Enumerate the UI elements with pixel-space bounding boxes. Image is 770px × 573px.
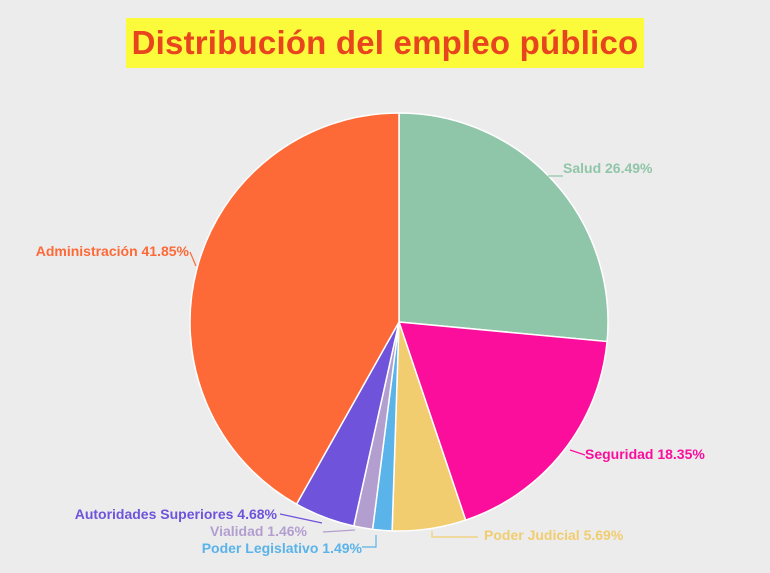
pie-slice-salud — [398, 112, 609, 343]
leader-line-vialidad — [322, 529, 356, 533]
slice-label-seguridad: Seguridad 18.35% — [585, 446, 705, 462]
leader-line-poder-judicial — [431, 531, 478, 538]
slice-label-salud: Salud 26.49% — [563, 160, 653, 176]
slice-label-autoridades-superiores: Autoridades Superiores 4.68% — [75, 506, 278, 522]
leader-line-seguridad — [569, 449, 586, 456]
slice-label-vialidad: Vialidad 1.46% — [210, 523, 308, 539]
slice-label-poder-legislativo: Poder Legislativo 1.49% — [202, 540, 363, 556]
leader-line-administraci-n — [189, 251, 197, 267]
chart-title: Distribución del empleo público — [125, 18, 645, 68]
slice-label-poder-judicial: Poder Judicial 5.69% — [484, 527, 624, 543]
leader-line-poder-legislativo — [362, 535, 377, 548]
pie-slice-seguridad — [397, 321, 608, 522]
slice-label-administraci-n: Administración 41.85% — [36, 243, 190, 259]
pie-slice-administraci-n — [189, 112, 400, 506]
leader-line-autoridades-superiores — [279, 513, 323, 524]
title-wrap: Distribución del empleo público — [0, 18, 770, 68]
